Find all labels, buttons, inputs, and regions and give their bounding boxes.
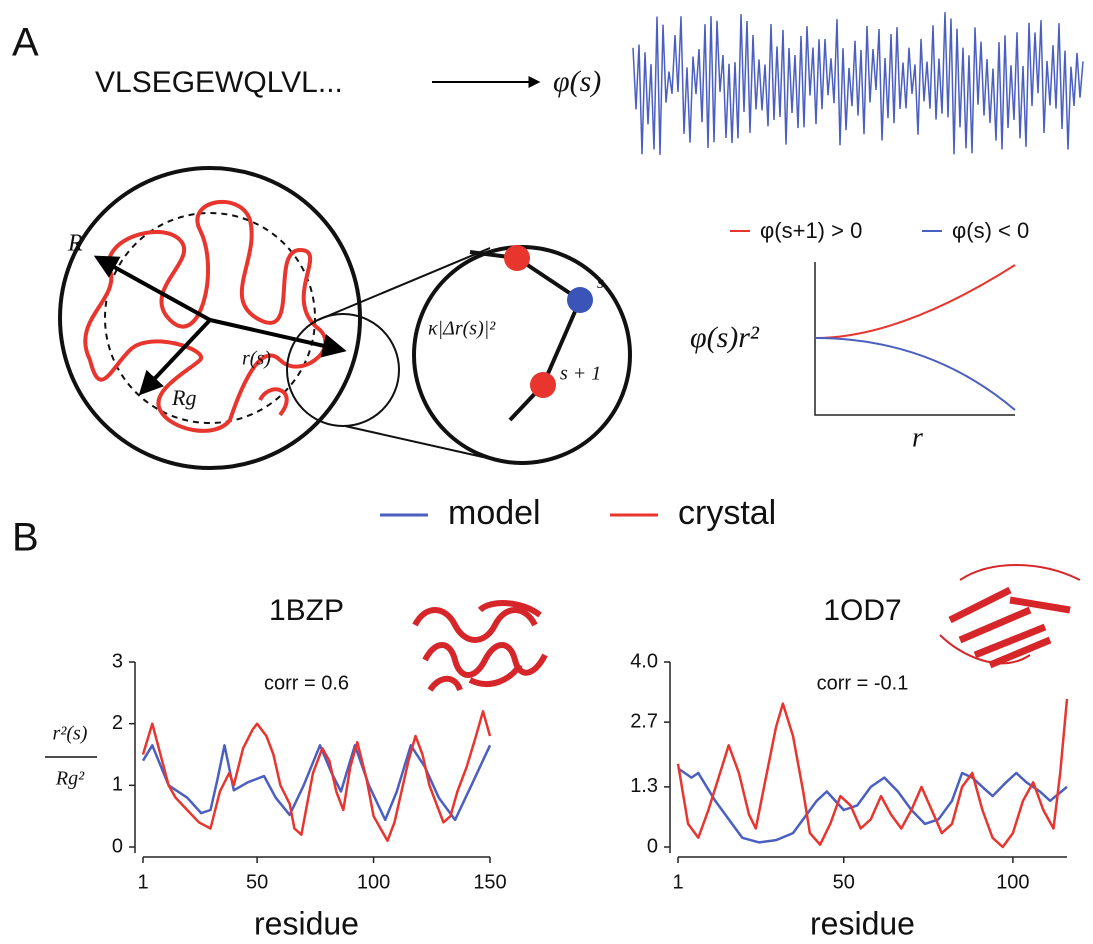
series-line <box>676 698 1069 849</box>
x-tick-label: 100 <box>996 871 1029 893</box>
ylabel: r²(s) Rg² <box>45 723 97 790</box>
y-tick-label: 1.3 <box>630 775 658 797</box>
x-tick-label: 50 <box>246 871 268 893</box>
annotation: corr = 0.6 <box>264 672 349 694</box>
legend-label: model <box>448 494 541 532</box>
protein-structure <box>412 600 548 692</box>
ylabel-numerator: r²(s) <box>53 723 88 745</box>
signal-line <box>632 12 1084 155</box>
y-tick-label: 4.0 <box>630 650 658 672</box>
y-tick-label: 1 <box>112 774 123 796</box>
x-tick-label: 1 <box>672 871 683 893</box>
zoom-line <box>317 247 491 321</box>
x-axis-label: residue <box>254 905 359 941</box>
zoom-source <box>286 313 400 427</box>
arrow <box>93 255 211 322</box>
arrow <box>209 318 347 358</box>
x-tick-label: 100 <box>357 871 390 893</box>
chart-title: 1OD7 <box>823 594 901 627</box>
sequence: VLSEGEWQLVL... <box>95 66 343 99</box>
energy-label: κ|Δr(s)|² <box>428 318 496 340</box>
zoom-line <box>344 425 506 463</box>
y-tick-label: 3 <box>112 650 123 672</box>
sketch-ylabel: φ(s)r² <box>690 321 760 354</box>
radius-label: R <box>67 231 83 257</box>
series-line <box>141 744 492 822</box>
polymer-chain <box>83 199 328 433</box>
position-label: r(s) <box>242 348 271 370</box>
sketch-xlabel: r <box>912 422 923 453</box>
site-label: s <box>597 272 604 292</box>
legend-label: φ(s+1) > 0 <box>760 218 862 243</box>
legend-label: crystal <box>678 494 776 532</box>
y-tick-label: 2 <box>112 712 123 734</box>
chart-title: 1BZP <box>269 594 344 627</box>
legend-label: φ(s) < 0 <box>952 218 1029 243</box>
protein-structure <box>939 564 1081 669</box>
gyration-label: Rg <box>171 385 196 410</box>
y-tick-label: 2.7 <box>630 710 658 732</box>
annotation: corr = -0.1 <box>817 672 909 694</box>
arrow <box>138 318 212 396</box>
sketch-curve <box>814 337 1016 411</box>
x-axis-label: residue <box>810 905 915 941</box>
sketch-axes <box>814 262 1015 416</box>
sketch-curve <box>814 264 1016 339</box>
series-line <box>677 767 1068 844</box>
panel-label: B <box>12 516 39 560</box>
residue <box>530 372 556 398</box>
x-tick-label: 150 <box>473 871 506 893</box>
x-tick-label: 1 <box>137 871 148 893</box>
y-tick-label: 0 <box>112 835 123 857</box>
mapping-label: φ(s) <box>553 65 601 98</box>
residue <box>567 287 593 313</box>
site-label: s + 1 <box>560 363 601 385</box>
x-tick-label: 50 <box>833 871 855 893</box>
residue <box>504 245 530 271</box>
y-tick-label: 0 <box>647 835 658 857</box>
ylabel-denominator: Rg² <box>55 768 85 790</box>
panel-label: A <box>12 21 39 65</box>
gyration-circle <box>104 212 316 424</box>
series-line <box>141 710 492 843</box>
chain-circle <box>58 166 362 470</box>
